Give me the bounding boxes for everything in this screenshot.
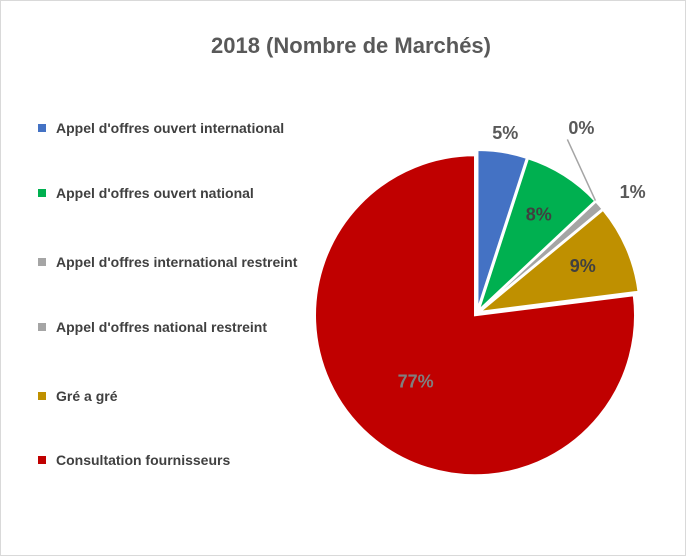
legend-item: Appel d'offres international restreint	[38, 252, 311, 273]
legend-label: Gré a gré	[56, 388, 118, 404]
legend-label: Appel d'offres international restreint	[56, 254, 298, 270]
data-label: 5%	[492, 123, 518, 143]
legend-swatch	[38, 258, 46, 266]
legend-item: Gré a gré	[38, 386, 311, 407]
legend-label: Appel d'offres national restreint	[56, 319, 268, 335]
legend-item: Appel d'offres national restreint	[38, 317, 311, 338]
pie-slice	[476, 149, 529, 311]
data-label: 0%	[568, 118, 594, 138]
pie-slice	[476, 208, 640, 314]
legend-item: Appel d'offres ouvert international	[38, 118, 311, 139]
data-label: 9%	[570, 256, 596, 276]
data-label: 8%	[526, 204, 552, 224]
legend-label: Appel d'offres ouvert international	[56, 120, 285, 136]
legend-swatch	[38, 392, 46, 400]
legend-swatch	[38, 323, 46, 331]
leader-line	[566, 139, 597, 202]
data-label: 77%	[398, 371, 434, 391]
legend-swatch	[38, 124, 46, 132]
pie-slice	[314, 154, 637, 477]
legend-item: Consultation fournisseurs	[38, 450, 311, 471]
legend-swatch	[38, 456, 46, 464]
chart-title: 2018 (Nombre de Marchés)	[211, 33, 491, 58]
data-label: 1%	[620, 182, 646, 202]
legend-label: Consultation fournisseurs	[56, 452, 231, 468]
legend-swatch	[38, 189, 46, 197]
legend-item: Appel d'offres ouvert national	[38, 183, 311, 204]
legend-label: Appel d'offres ouvert national	[56, 185, 254, 201]
